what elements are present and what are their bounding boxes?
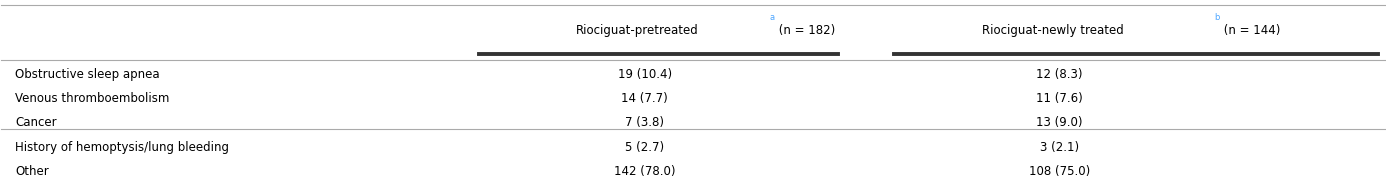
Text: 7 (3.8): 7 (3.8)	[625, 116, 664, 129]
Text: History of hemoptysis/lung bleeding: History of hemoptysis/lung bleeding	[15, 141, 229, 154]
Text: 5 (2.7): 5 (2.7)	[625, 141, 664, 154]
Text: (n = 144): (n = 144)	[1220, 24, 1281, 37]
Text: a: a	[769, 13, 775, 22]
Text: Obstructive sleep apnea: Obstructive sleep apnea	[15, 68, 159, 81]
Text: 11 (7.6): 11 (7.6)	[1037, 92, 1082, 105]
Text: 12 (8.3): 12 (8.3)	[1037, 68, 1082, 81]
Text: Venous thromboembolism: Venous thromboembolism	[15, 92, 169, 105]
Text: Riociguat-newly treated: Riociguat-newly treated	[981, 24, 1124, 37]
Text: 108 (75.0): 108 (75.0)	[1028, 165, 1091, 178]
Text: Cancer: Cancer	[15, 116, 57, 129]
Text: Riociguat-pretreated: Riociguat-pretreated	[577, 24, 699, 37]
Text: 142 (78.0): 142 (78.0)	[614, 165, 675, 178]
Text: b: b	[1214, 13, 1220, 22]
Text: 3 (2.1): 3 (2.1)	[1040, 141, 1080, 154]
Text: 13 (9.0): 13 (9.0)	[1037, 116, 1082, 129]
Text: (n = 182): (n = 182)	[775, 24, 834, 37]
Text: 14 (7.7): 14 (7.7)	[621, 92, 668, 105]
Text: 19 (10.4): 19 (10.4)	[618, 68, 672, 81]
Text: Other: Other	[15, 165, 49, 178]
